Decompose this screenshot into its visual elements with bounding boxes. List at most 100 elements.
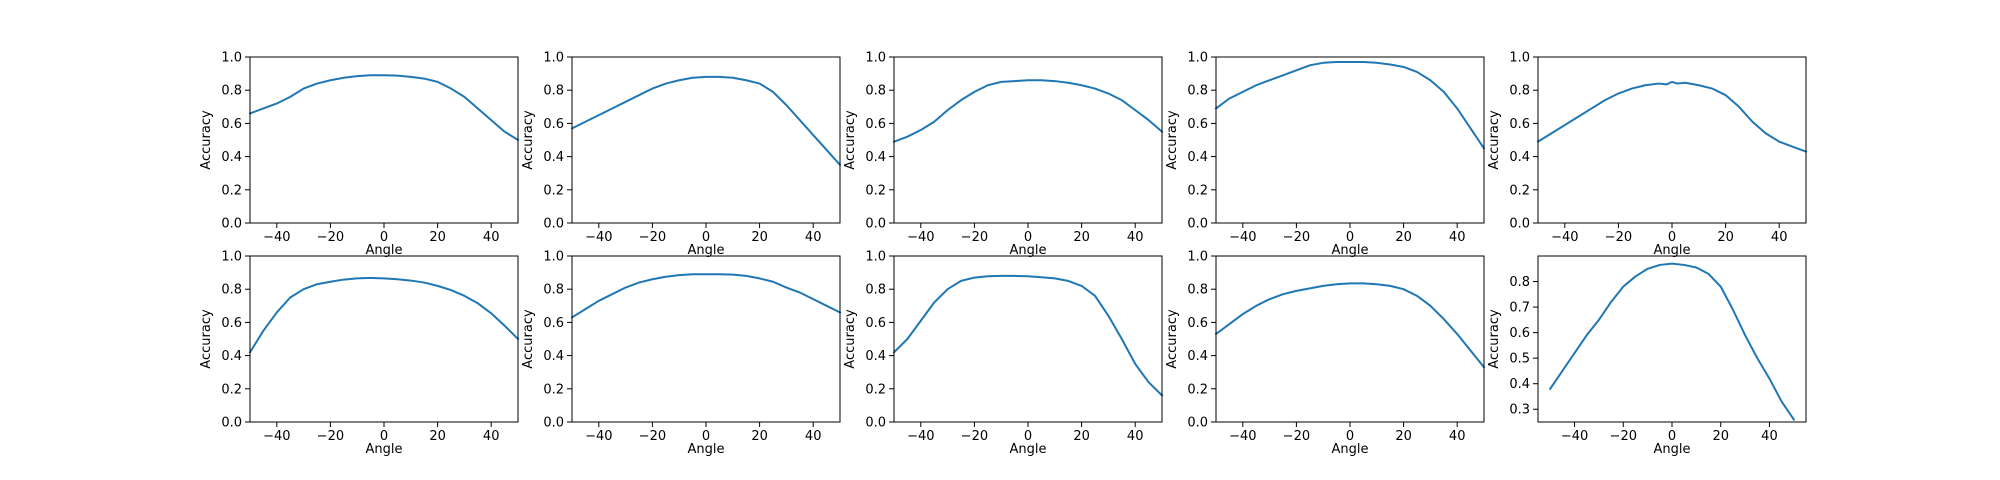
axes-frame <box>1215 255 1485 423</box>
x-axis-label: Angle <box>1332 442 1369 457</box>
x-tick-label: −40 <box>1229 230 1256 245</box>
y-tick-label: 0.2 <box>1187 183 1208 198</box>
y-tick-label: 0.2 <box>865 382 886 397</box>
y-tick-label: 0.4 <box>1187 349 1208 364</box>
axes-frame <box>571 56 841 224</box>
x-tick-label: 40 <box>1771 230 1788 245</box>
axes-frame <box>893 56 1163 224</box>
y-tick-label: 0.4 <box>865 150 886 165</box>
x-tick-label: 0 <box>380 230 388 245</box>
x-tick-label: −40 <box>907 429 934 444</box>
y-tick-label: 0.6 <box>543 316 564 331</box>
x-axis-label: Angle <box>1010 442 1047 457</box>
series-line <box>570 273 842 319</box>
x-tick-label: 20 <box>429 429 446 444</box>
y-tick-label: 0.0 <box>221 217 242 232</box>
y-tick-label: 0.8 <box>543 84 564 99</box>
y-tick-label: 0.0 <box>221 416 242 431</box>
x-tick-label: 40 <box>483 230 500 245</box>
subplot-6: −40 −20 0 20 40 0.0 0.2 0.4 0.6 0.8 1.0 Angle Accura… <box>199 250 520 457</box>
y-tick-label: 0.6 <box>543 117 564 132</box>
y-tick-label: 0.4 <box>221 150 242 165</box>
x-tick-label: −40 <box>1229 429 1256 444</box>
x-tick-label: 20 <box>1073 429 1090 444</box>
axes-frame <box>249 255 519 423</box>
axes-frame <box>249 56 519 224</box>
x-axis-label: Angle <box>366 442 403 457</box>
y-tick-label: 0.4 <box>221 349 242 364</box>
x-tick-label: 40 <box>1761 429 1778 444</box>
y-tick-label: 0.6 <box>221 117 242 132</box>
y-tick-label: 0.2 <box>543 183 564 198</box>
y-tick-label: 0.6 <box>1187 316 1208 331</box>
y-tick-label: 0.8 <box>543 283 564 298</box>
x-tick-label: 0 <box>1346 230 1354 245</box>
y-tick-label: 0.2 <box>221 183 242 198</box>
x-tick-label: −20 <box>317 429 344 444</box>
x-tick-label: 40 <box>805 230 822 245</box>
x-tick-label: −40 <box>585 429 612 444</box>
y-tick-label: 0.0 <box>865 416 886 431</box>
x-tick-label: 20 <box>1717 230 1734 245</box>
x-tick-label: 20 <box>1712 429 1729 444</box>
subplot-1: −40 −20 0 20 40 0.0 0.2 0.4 0.6 0.8 1.0 Angle Accura… <box>199 51 520 258</box>
x-tick-label: −40 <box>585 230 612 245</box>
y-axis-label: Accuracy <box>1487 309 1502 369</box>
y-tick-label: 0.0 <box>1187 416 1208 431</box>
subplot-7: −40 −20 0 20 40 0.0 0.2 0.4 0.6 0.8 1.0 Angle Accura… <box>521 250 842 457</box>
y-axis-label: Accuracy <box>199 309 214 369</box>
x-axis-label: Angle <box>1654 243 1691 258</box>
subplot-5: −40 −20 0 20 40 0.0 0.2 0.4 0.6 0.8 1.0 Angle Accura… <box>1487 51 1808 258</box>
x-tick-label: 0 <box>1668 429 1676 444</box>
y-tick-label: 0.4 <box>543 349 564 364</box>
axes-frame <box>1537 255 1807 423</box>
x-axis-label: Angle <box>1010 243 1047 258</box>
x-tick-label: 0 <box>702 429 710 444</box>
y-tick-label: 0.8 <box>1187 84 1208 99</box>
y-axis-label: Accuracy <box>521 309 536 369</box>
y-tick-label: 0.6 <box>1509 326 1530 341</box>
x-tick-label: 0 <box>1346 429 1354 444</box>
series-line <box>892 274 1164 397</box>
y-tick-label: 1.0 <box>221 250 242 265</box>
y-tick-label: 0.4 <box>543 150 564 165</box>
y-tick-label: 0.8 <box>865 283 886 298</box>
x-tick-label: −20 <box>639 230 666 245</box>
x-tick-label: 40 <box>1127 429 1144 444</box>
x-axis-label: Angle <box>1654 442 1691 457</box>
x-tick-label: −20 <box>1605 230 1632 245</box>
x-tick-label: −20 <box>317 230 344 245</box>
series-line <box>1214 282 1486 369</box>
x-tick-label: 0 <box>702 230 710 245</box>
subplot-4: −40 −20 0 20 40 0.0 0.2 0.4 0.6 0.8 1.0 Angle Accura… <box>1165 51 1486 258</box>
y-tick-label: 1.0 <box>543 250 564 265</box>
x-tick-label: −40 <box>1561 429 1588 444</box>
subplot-10: −40 −20 0 20 40 0.3 0.4 0.5 0.6 0.7 0.8 Angle Accura… <box>1487 255 1807 457</box>
y-tick-label: 0.5 <box>1509 352 1530 367</box>
y-tick-label: 0.2 <box>543 382 564 397</box>
x-tick-label: 0 <box>1024 230 1032 245</box>
x-tick-label: 20 <box>1395 429 1412 444</box>
series-line <box>1214 60 1486 150</box>
y-tick-label: 0.8 <box>865 84 886 99</box>
x-tick-label: 0 <box>1668 230 1676 245</box>
y-axis-label: Accuracy <box>1487 110 1502 170</box>
x-tick-label: 20 <box>751 230 768 245</box>
x-tick-label: 20 <box>1395 230 1412 245</box>
x-tick-label: −20 <box>961 429 988 444</box>
x-tick-label: −20 <box>1283 230 1310 245</box>
series-line <box>1536 80 1808 153</box>
series-line <box>248 74 520 142</box>
y-tick-label: 0.0 <box>1509 217 1530 232</box>
series-line <box>248 276 520 354</box>
subplot-3: −40 −20 0 20 40 0.0 0.2 0.4 0.6 0.8 1.0 Angle Accura… <box>843 51 1164 258</box>
x-axis-label: Angle <box>688 442 725 457</box>
series-line <box>1548 262 1796 421</box>
x-tick-label: −40 <box>263 230 290 245</box>
x-tick-label: −20 <box>639 429 666 444</box>
y-tick-label: 1.0 <box>865 51 886 66</box>
y-tick-label: 1.0 <box>1187 250 1208 265</box>
y-axis-label: Accuracy <box>1165 309 1180 369</box>
x-tick-label: −20 <box>1610 429 1637 444</box>
